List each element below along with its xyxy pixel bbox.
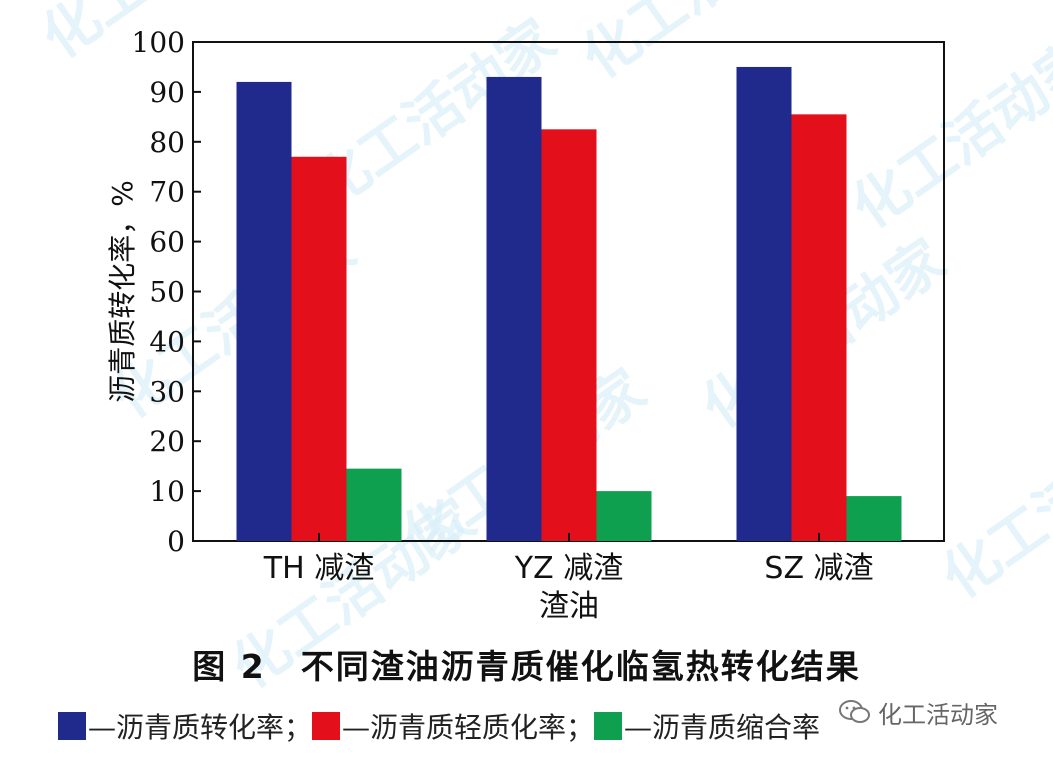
y-tick-label: 10 (149, 475, 185, 508)
bar-chart: 0 10 20 30 40 50 60 70 80 90 100 沥青质转化率，% TH 减渣 YZ 减渣… (106, 26, 945, 624)
bar (596, 491, 652, 541)
y-tick-label: 0 (167, 525, 185, 558)
legend-item-lightening: —沥青质轻质化率； (312, 706, 594, 746)
bar (346, 468, 402, 541)
y-tick-label: 40 (149, 325, 185, 358)
legend-label-lightening: —沥青质轻质化率； (342, 711, 595, 744)
wechat-watermark: 化工活动家 (838, 692, 998, 732)
x-axis-label: 渣油 (539, 589, 599, 624)
legend-swatch-conversion (58, 712, 86, 740)
bar (291, 156, 347, 541)
y-tick-label: 100 (132, 26, 185, 59)
legend-item-conversion: —沥青质转化率； (58, 706, 312, 746)
bar (736, 66, 792, 541)
bar (846, 496, 902, 541)
x-tick-label: SZ 减渣 (764, 551, 873, 586)
legend-item-condensation: —沥青质缩合率 (594, 706, 820, 746)
y-tick-label: 60 (149, 226, 185, 259)
wechat-account-name: 化工活动家 (878, 700, 998, 729)
legend-swatch-lightening (312, 712, 341, 740)
y-axis-label: 沥青质转化率，% (106, 180, 139, 403)
x-tick-label: TH 减渣 (263, 551, 374, 586)
bar (791, 114, 847, 541)
figure-caption: 图 2 不同渣油沥青质催化临氢热转化结果 (192, 647, 861, 686)
bar (236, 81, 292, 542)
y-tick-label: 80 (149, 126, 185, 159)
wechat-icon (839, 700, 870, 723)
y-tick-label: 30 (149, 375, 185, 408)
legend-label-condensation: —沥青质缩合率 (624, 711, 821, 744)
legend-label-conversion: —沥青质转化率； (88, 711, 313, 744)
x-tick-label: YZ 减渣 (514, 551, 623, 586)
y-tick-label: 70 (149, 176, 185, 209)
bar (541, 129, 597, 541)
y-tick-label: 50 (149, 276, 185, 309)
legend-swatch-condensation (594, 712, 623, 740)
y-tick-label: 90 (149, 76, 185, 109)
legend: —沥青质转化率； —沥青质轻质化率； —沥青质缩合率 (58, 706, 820, 746)
bar (486, 76, 542, 542)
y-tick-label: 20 (149, 425, 185, 458)
